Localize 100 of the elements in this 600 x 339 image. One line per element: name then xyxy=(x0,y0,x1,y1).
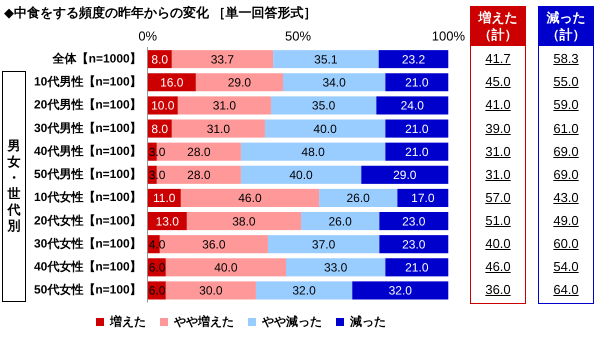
legend-label: 増えた xyxy=(109,314,146,328)
bar xyxy=(352,281,448,300)
y-tick-label: 10代男性【n=100】 xyxy=(34,74,142,89)
data-label: 21.0 xyxy=(405,122,429,136)
text: 41.7 xyxy=(484,50,512,68)
data-label: 10.0 xyxy=(151,98,175,113)
header-cell: 増えた（計） xyxy=(470,6,526,46)
legend-label: 減った xyxy=(349,314,386,328)
data-label: 40.0 xyxy=(214,260,238,275)
x-tick-label: 50% xyxy=(285,28,312,44)
data-label: 23.0 xyxy=(402,237,426,252)
bar xyxy=(361,166,448,184)
data-label: 28.0 xyxy=(187,168,211,182)
bar xyxy=(172,120,265,138)
bar xyxy=(385,258,448,276)
data-label: 28.0 xyxy=(187,144,211,159)
data-label: 36.0 xyxy=(202,237,226,252)
data-label: 30.0 xyxy=(199,284,223,298)
data-label: 34.0 xyxy=(322,76,346,90)
text: 31.0 xyxy=(484,142,512,161)
data-label: 38.0 xyxy=(232,214,256,228)
bar xyxy=(270,96,376,114)
data-label: 40.0 xyxy=(313,122,338,136)
text: 39.0 xyxy=(484,120,512,138)
text: 61.0 xyxy=(552,120,580,138)
text: 46.0 xyxy=(484,258,512,276)
text: 31.0 xyxy=(484,166,512,184)
bar xyxy=(172,50,274,68)
bar xyxy=(240,166,362,184)
bar xyxy=(186,212,302,230)
data-label: 8.0 xyxy=(151,52,168,66)
data-label: 33.0 xyxy=(324,260,348,275)
y-tick-label: 40代男性【n=100】 xyxy=(34,144,142,158)
x-tick-label: 0% xyxy=(138,28,158,44)
data-label: 24.0 xyxy=(400,98,424,113)
bar xyxy=(256,281,352,300)
bar xyxy=(180,188,320,207)
data-label: 32.0 xyxy=(292,284,316,298)
text: 69.0 xyxy=(552,142,580,161)
text: 54.0 xyxy=(552,258,580,276)
data-label: 31.0 xyxy=(206,122,230,136)
bar xyxy=(301,212,380,230)
text: 58.3 xyxy=(552,50,580,68)
data-label: 48.0 xyxy=(301,144,326,159)
text: 男女・世代別 xyxy=(6,138,22,234)
header-cell: 減った（計） xyxy=(538,6,594,46)
bar xyxy=(379,212,448,230)
data-label: 26.0 xyxy=(346,191,370,206)
data-label: 16.0 xyxy=(160,76,184,90)
y-tick-label: 50代男性【n=100】 xyxy=(34,167,142,182)
data-label: 6.0 xyxy=(148,284,166,298)
text: 51.0 xyxy=(484,212,512,230)
data-label: 35.1 xyxy=(314,52,338,66)
bar xyxy=(378,50,448,68)
bar xyxy=(264,120,386,138)
y-tick-label: 20代女性【n=100】 xyxy=(34,213,142,228)
bar xyxy=(385,73,448,92)
bar xyxy=(268,235,380,254)
data-label: 35.0 xyxy=(312,98,336,113)
data-label: 40.0 xyxy=(289,168,314,182)
chart-title: ◆中食をする頻度の昨年からの変化 ［単一回答形式］ xyxy=(4,4,317,22)
bar xyxy=(196,73,284,92)
bar xyxy=(397,188,448,207)
data-label: 29.0 xyxy=(393,168,417,182)
data-label: 26.0 xyxy=(328,214,352,228)
data-label: 29.0 xyxy=(228,76,252,90)
text: 40.0 xyxy=(484,235,512,254)
text: 45.0 xyxy=(484,73,512,92)
bar xyxy=(385,142,448,161)
data-label: 21.0 xyxy=(405,144,429,159)
bar xyxy=(379,235,448,254)
bar xyxy=(148,73,196,92)
data-label: 8.0 xyxy=(151,122,168,136)
text: 55.0 xyxy=(552,73,580,92)
legend-label: やや減った xyxy=(261,314,322,328)
y-tick-label: 20代男性【n=100】 xyxy=(34,98,142,112)
data-label: 11.0 xyxy=(153,191,176,206)
text: 43.0 xyxy=(552,188,580,207)
data-label: 3.0 xyxy=(148,168,166,182)
text: 57.0 xyxy=(484,188,512,207)
data-label: 33.7 xyxy=(210,52,234,66)
bar xyxy=(283,73,386,92)
data-label: 3.0 xyxy=(148,144,166,159)
y-tick-label: 30代男性【n=100】 xyxy=(34,120,142,135)
data-label: 23.0 xyxy=(402,214,426,228)
data-label: 31.0 xyxy=(212,98,236,113)
data-label: 21.0 xyxy=(405,260,429,275)
data-label: 23.2 xyxy=(402,52,426,66)
y-tick-label: 50代女性【n=100】 xyxy=(34,282,142,297)
legend-label: やや増えた xyxy=(173,314,234,328)
y-tick-label: 40代女性【n=100】 xyxy=(34,260,142,274)
text: 64.0 xyxy=(552,281,580,300)
data-label: 37.0 xyxy=(312,237,336,252)
bar xyxy=(319,188,398,207)
y-tick-label: 全体【n=1000】 xyxy=(52,51,142,66)
data-label: 32.0 xyxy=(388,284,412,298)
text: 69.0 xyxy=(552,166,580,184)
bar xyxy=(178,96,271,114)
bar xyxy=(166,281,256,300)
text: 41.0 xyxy=(484,96,512,114)
